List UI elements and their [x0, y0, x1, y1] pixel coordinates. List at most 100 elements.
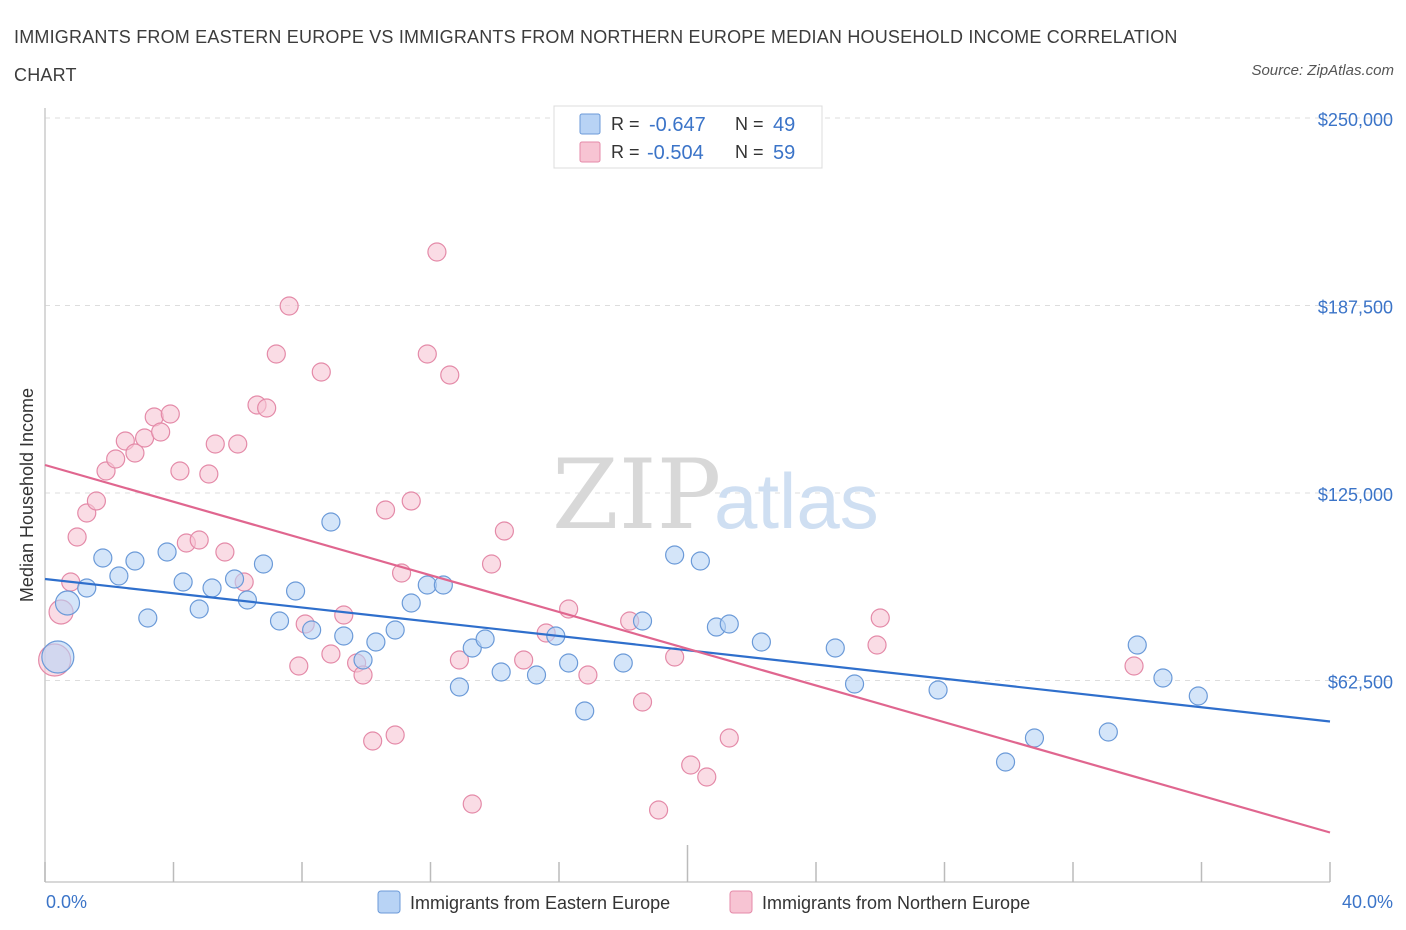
legend-n-label-eastern: N =: [735, 114, 764, 134]
eastern-point: [613, 653, 633, 673]
northern-point: [257, 398, 277, 418]
northern-point: [578, 665, 598, 685]
northern-point: [867, 635, 887, 655]
trend-line-northern: [44, 463, 1331, 834]
eastern-point: [559, 653, 579, 673]
northern-point: [665, 647, 685, 667]
trend-line-eastern: [44, 577, 1331, 723]
eastern-point: [157, 542, 177, 562]
y-axis-title: Median Household Income: [17, 388, 37, 602]
eastern-point: [844, 674, 865, 694]
eastern-point: [995, 752, 1016, 772]
watermark-atlas: atlas: [714, 457, 879, 545]
northern-point: [385, 725, 405, 745]
legend-n-value-eastern: 49: [773, 114, 795, 136]
northern-point: [228, 434, 248, 454]
legend-r-label-eastern: R =: [611, 114, 640, 134]
northern-point: [160, 404, 180, 424]
eastern-point: [302, 620, 322, 640]
northern-point: [440, 365, 460, 385]
northern-point: [632, 692, 653, 712]
eastern-point: [575, 701, 595, 721]
northern-point: [205, 434, 225, 454]
northern-point: [334, 605, 354, 625]
eastern-point: [334, 626, 354, 646]
northern-point: [125, 443, 145, 463]
northern-point: [215, 542, 235, 562]
northern-point: [427, 242, 447, 262]
legend-swatch-northern: [579, 141, 601, 163]
northern-point: [870, 608, 890, 628]
series-legend-label-eastern: Immigrants from Eastern Europe: [410, 893, 670, 913]
eastern-point: [353, 650, 373, 670]
legend-r-value-northern: -0.504: [647, 142, 704, 164]
eastern-point: [1127, 635, 1147, 655]
legend-swatch-eastern: [579, 113, 601, 135]
eastern-point: [491, 662, 511, 682]
northern-point: [514, 650, 534, 670]
eastern-point: [54, 590, 81, 616]
eastern-point: [751, 632, 771, 652]
northern-point: [449, 650, 470, 670]
eastern-point: [401, 593, 421, 613]
eastern-point: [77, 578, 97, 598]
eastern-point: [385, 620, 405, 640]
eastern-point: [719, 614, 739, 634]
stats-legend: R = -0.647 N = 49 R = -0.504 N = 59: [553, 105, 823, 169]
eastern-point: [1098, 722, 1118, 742]
eastern-point: [366, 632, 386, 652]
series-legend-swatch-northern: [729, 890, 753, 914]
eastern-point: [526, 665, 547, 685]
northern-point: [719, 728, 739, 748]
y-tick-label: $125,000: [1318, 485, 1393, 505]
northern-point: [363, 731, 383, 751]
eastern-point: [285, 581, 306, 601]
trend-lines: [44, 463, 1331, 834]
source-label: Source: ZipAtlas.com: [1251, 62, 1394, 79]
northern-point: [106, 449, 126, 469]
northern-point: [199, 464, 219, 484]
eastern-point: [632, 611, 653, 631]
eastern-point: [125, 551, 145, 571]
northern-point: [401, 491, 421, 511]
eastern-point: [1188, 686, 1208, 706]
eastern-point: [449, 677, 470, 697]
legend-n-value-northern: 59: [773, 142, 795, 164]
northern-point: [462, 794, 482, 814]
northern-point: [189, 530, 209, 550]
eastern-point: [1024, 728, 1045, 748]
northern-point: [648, 800, 669, 820]
northern-point: [279, 296, 299, 316]
axes: [44, 108, 1331, 883]
northern-point: [481, 554, 502, 574]
northern-point: [494, 521, 514, 541]
series-legend: Immigrants from Eastern Europe Immigrant…: [377, 890, 1030, 914]
eastern-point: [253, 554, 274, 574]
northern-point: [697, 767, 717, 787]
eastern-point: [109, 566, 129, 586]
eastern-point: [41, 640, 75, 674]
tick-labels: $62,500 $125,000 $187,500 $250,000 0.0% 40.0%: [46, 110, 1393, 912]
eastern-point: [825, 638, 845, 658]
northern-point: [170, 461, 190, 481]
data-points: [38, 242, 1208, 820]
northern-point: [289, 656, 309, 676]
eastern-point: [321, 512, 341, 532]
northern-point: [151, 422, 171, 442]
northern-point: [417, 344, 437, 364]
eastern-point: [1153, 668, 1173, 688]
chart-title: IMMIGRANTS FROM EASTERN EUROPE VS IMMIGR…: [14, 27, 1178, 85]
eastern-point: [269, 611, 290, 631]
northern-point: [681, 755, 701, 775]
watermark-zip: ZIP: [552, 439, 721, 551]
eastern-point: [189, 599, 209, 619]
y-tick-label: $187,500: [1318, 298, 1393, 318]
series-legend-swatch-eastern: [377, 890, 401, 914]
eastern-point: [475, 629, 495, 649]
northern-point: [321, 644, 341, 664]
northern-point: [86, 491, 107, 511]
eastern-point: [93, 548, 113, 568]
y-tick-label: $62,500: [1328, 673, 1393, 693]
eastern-point: [665, 545, 685, 565]
